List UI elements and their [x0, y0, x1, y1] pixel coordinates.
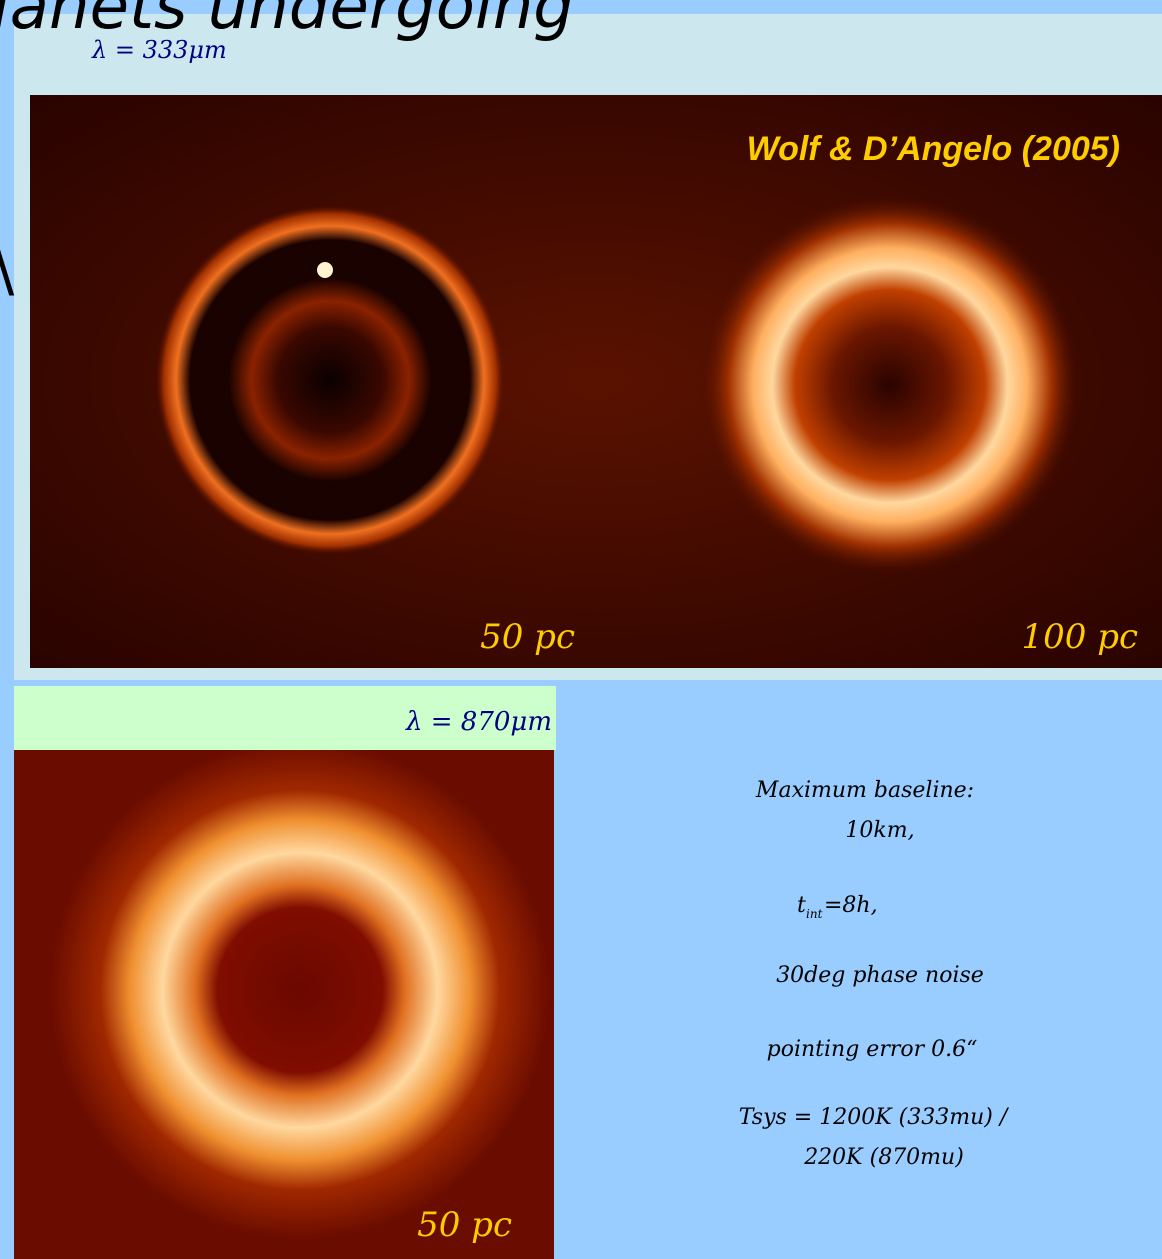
- note: Tsys = 1200K (333mu) /: [739, 1105, 1010, 1130]
- note: 10km,: [845, 818, 914, 843]
- disk-image: [155, 205, 505, 555]
- wavelength-label: λ = 870μm: [405, 707, 552, 737]
- notes: Maximum baseline: 10km, t int =8h, 30deg…: [739, 778, 1010, 1170]
- distance-label: 50 pc: [480, 617, 575, 657]
- note: 220K (870mu): [803, 1145, 964, 1170]
- planet: [317, 262, 333, 278]
- note: t: [797, 893, 806, 918]
- title-fragment: \: [0, 235, 15, 305]
- note: pointing error 0.6“: [767, 1037, 978, 1062]
- simulation-image: [14, 750, 554, 1259]
- disk-image: [700, 195, 1080, 575]
- wavelength-label: λ = 333μm: [91, 36, 227, 64]
- note: 30deg phase noise: [776, 963, 984, 988]
- bottom-panel: [14, 686, 556, 750]
- note: Maximum baseline:: [755, 778, 974, 803]
- note: =8h,: [824, 893, 878, 918]
- distance-label: 50 pc: [417, 1205, 512, 1245]
- credit: Wolf & D’Angelo (2005): [747, 130, 1120, 168]
- note: int: [806, 907, 823, 921]
- title: lanets undergoing: [0, 0, 574, 44]
- distance-label: 100 pc: [1021, 617, 1138, 657]
